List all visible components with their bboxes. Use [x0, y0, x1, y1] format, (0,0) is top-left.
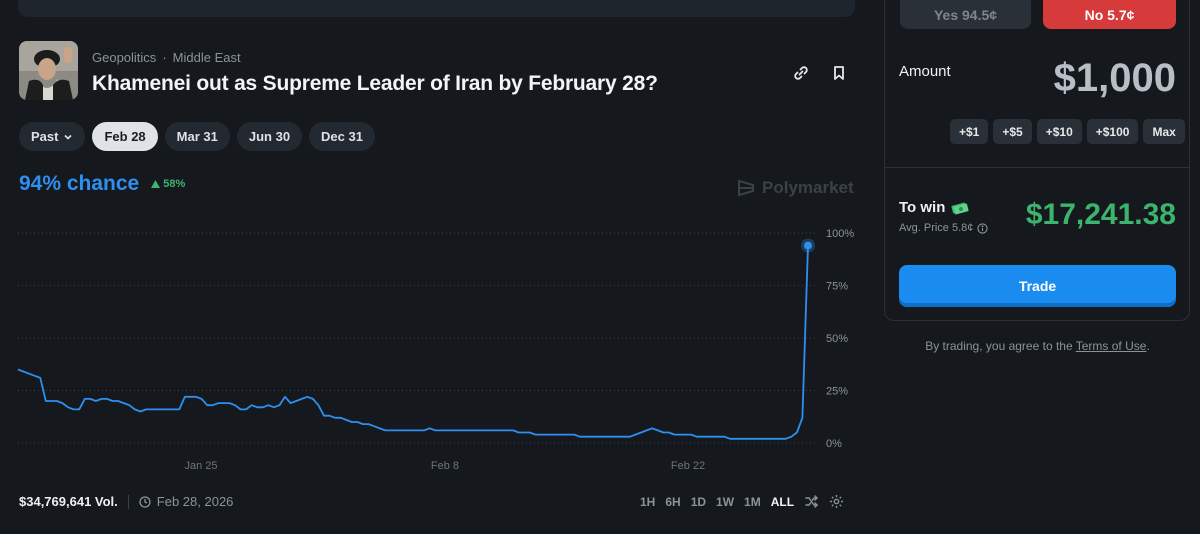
- series-line: [17, 245, 809, 440]
- to-win-label: To win: [899, 199, 969, 216]
- chance-delta-value: 58%: [163, 178, 186, 190]
- clock-icon: [139, 495, 151, 508]
- range-6h[interactable]: 6H: [665, 494, 681, 509]
- trade-button[interactable]: Trade: [899, 265, 1176, 307]
- top-bar-strip: [18, 0, 855, 17]
- chance-value: 94% chance: [19, 172, 140, 195]
- y-tick-label: 0%: [826, 438, 842, 450]
- tab-mar-31[interactable]: Mar 31: [164, 122, 230, 151]
- chip-plus-5[interactable]: +$5: [993, 119, 1032, 144]
- avg-price: Avg. Price 5.8¢: [899, 222, 989, 234]
- tab-feb-28[interactable]: Feb 28: [92, 122, 158, 151]
- x-tick-label: Jan 25: [184, 460, 217, 472]
- y-tick-label: 75%: [826, 281, 848, 293]
- chance-readout: 94% chance 58%: [19, 172, 185, 196]
- amount-input[interactable]: $1,000: [1053, 56, 1176, 100]
- range-1h[interactable]: 1H: [640, 494, 656, 509]
- money-icon: [951, 202, 969, 214]
- range-1w[interactable]: 1W: [716, 494, 735, 509]
- yes-button[interactable]: Yes 94.5¢: [900, 0, 1031, 29]
- terms-prefix: By trading, you agree to the: [925, 339, 1076, 353]
- gear-icon[interactable]: [829, 494, 844, 509]
- terms-notice: By trading, you agree to the Terms of Us…: [885, 339, 1190, 353]
- triangle-up-icon: [151, 180, 161, 188]
- brand-name: Polymarket: [762, 178, 854, 197]
- tab-past-label: Past: [31, 129, 59, 144]
- amount-label: Amount: [899, 63, 951, 80]
- to-win-value: $17,241.38: [1025, 198, 1176, 231]
- tab-dec-31[interactable]: Dec 31: [309, 122, 375, 151]
- terms-suffix: .: [1146, 339, 1150, 353]
- avg-price-text: Avg. Price 5.8¢: [899, 222, 974, 234]
- outcome-toggle: Yes 94.5¢ No 5.7¢: [900, 0, 1176, 29]
- tab-past[interactable]: Past: [19, 122, 86, 151]
- chevron-down-icon: [64, 134, 73, 140]
- panel-divider: [885, 167, 1190, 168]
- volume-value: $34,769,641 Vol.: [19, 494, 118, 509]
- breadcrumb-category[interactable]: Geopolitics: [92, 50, 157, 65]
- date-tabs: Past Feb 28 Mar 31 Jun 30 Dec 31: [19, 122, 375, 151]
- breadcrumb: Geopolitics · Middle East: [92, 50, 241, 65]
- x-tick-label: Feb 8: [431, 460, 459, 472]
- end-date: Feb 28, 2026: [139, 494, 234, 509]
- terms-link[interactable]: Terms of Use: [1075, 339, 1147, 353]
- tab-jun-30[interactable]: Jun 30: [236, 122, 303, 151]
- breadcrumb-separator: ·: [162, 50, 167, 65]
- amount-chips: +$1 +$5 +$10 +$100 Max: [950, 119, 1185, 144]
- y-tick-label: 25%: [826, 386, 848, 398]
- market-thumbnail: [19, 41, 78, 100]
- no-button[interactable]: No 5.7¢: [1043, 0, 1176, 29]
- chip-max[interactable]: Max: [1143, 119, 1185, 144]
- stats-divider: [127, 494, 129, 509]
- chip-plus-1[interactable]: +$1: [950, 119, 989, 144]
- info-icon[interactable]: [977, 222, 989, 234]
- range-1m[interactable]: 1M: [744, 494, 761, 509]
- chance-delta: 58%: [151, 178, 185, 190]
- bookmark-icon[interactable]: [828, 62, 850, 84]
- to-win-text: To win: [899, 199, 946, 216]
- y-tick-label: 100%: [826, 228, 854, 240]
- polymarket-logo-icon: [738, 179, 754, 197]
- breadcrumb-subcategory[interactable]: Middle East: [172, 50, 241, 65]
- x-tick-label: Feb 22: [671, 460, 705, 472]
- range-selector: 1H 6H 1D 1W 1M ALL: [640, 494, 844, 509]
- chip-plus-100[interactable]: +$100: [1086, 119, 1139, 144]
- polymarket-watermark: Polymarket: [736, 178, 854, 198]
- y-tick-label: 50%: [826, 333, 848, 345]
- current-point: [804, 241, 812, 250]
- end-date-value: Feb 28, 2026: [156, 494, 234, 509]
- market-stats: $34,769,641 Vol. Feb 28, 2026: [19, 494, 233, 509]
- shuffle-icon[interactable]: [804, 494, 819, 509]
- range-all[interactable]: ALL: [770, 494, 795, 509]
- price-chart: 100% 75% 50% 25% 0% Jan 25 Feb 8 Feb 22: [17, 228, 854, 472]
- link-icon[interactable]: [790, 62, 812, 84]
- market-title: Khamenei out as Supreme Leader of Iran b…: [92, 72, 658, 95]
- range-1d[interactable]: 1D: [690, 494, 707, 509]
- chip-plus-10[interactable]: +$10: [1036, 119, 1082, 144]
